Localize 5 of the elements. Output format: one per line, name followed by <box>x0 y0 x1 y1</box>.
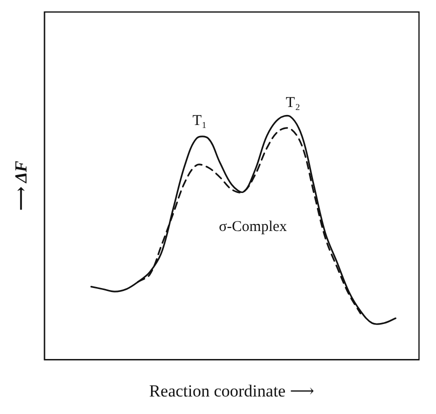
annotation: T₁ <box>192 112 207 129</box>
annotation: σ-Complex <box>218 218 288 235</box>
text: T₂ <box>286 95 300 112</box>
y-axis-title: ⟶ ΔF <box>12 160 31 211</box>
x-axis-title: Reaction coordinate ⟶ <box>149 381 314 400</box>
